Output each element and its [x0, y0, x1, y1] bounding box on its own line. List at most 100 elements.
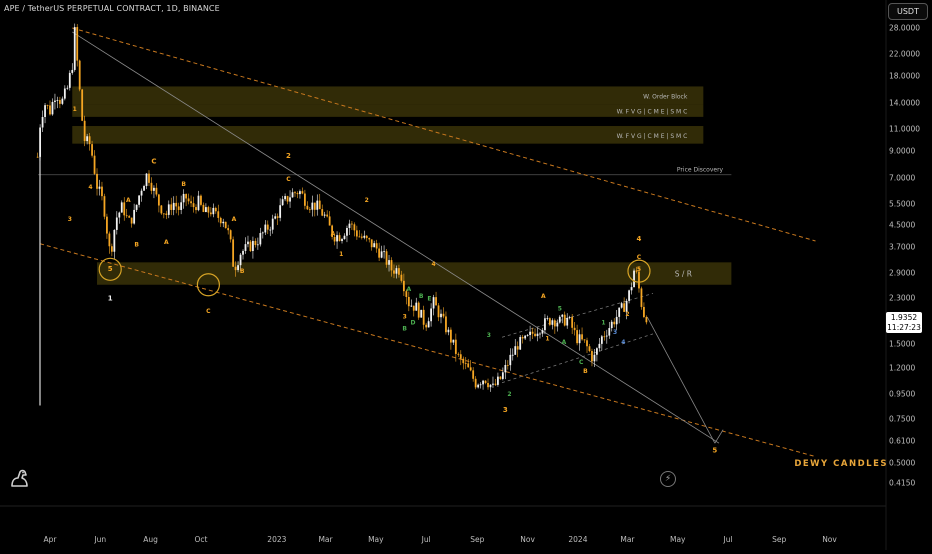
candle-body	[56, 100, 59, 101]
candle-body	[373, 243, 376, 248]
candle-body	[472, 370, 475, 379]
candle-body	[400, 274, 403, 281]
candle-body	[190, 201, 192, 204]
candle-body	[195, 207, 197, 211]
candle-body	[541, 330, 544, 334]
candle-body	[261, 232, 264, 234]
candle-body	[162, 213, 165, 215]
wedge-upper-line	[501, 293, 654, 338]
candle-body	[113, 229, 116, 252]
candle-body	[83, 120, 86, 142]
candle-body	[281, 199, 284, 206]
wave-label: B	[402, 326, 407, 333]
highlight-circle	[98, 257, 122, 281]
zones-layer: W. Order Block W. F V G | C M E | S M C W.…	[72, 86, 732, 285]
candle-body	[643, 306, 645, 318]
candle-body	[115, 217, 118, 230]
candle-body	[623, 303, 626, 312]
wave-label: 1	[601, 319, 605, 326]
projection-line	[646, 316, 716, 444]
candle-body	[529, 331, 531, 336]
candle-body	[548, 318, 551, 325]
candle-body	[234, 266, 237, 271]
price-tick-label: 14.0000	[889, 98, 921, 108]
candle-body	[494, 383, 497, 385]
wave-label: 4	[88, 184, 92, 191]
highlight-circle	[627, 259, 651, 283]
wave-label: D	[410, 319, 415, 326]
wave-label: 5	[637, 266, 641, 273]
candle-body	[66, 87, 69, 89]
candle-body	[417, 302, 420, 318]
candle-body	[157, 194, 160, 206]
candle-body	[54, 100, 56, 102]
candle-body	[524, 335, 527, 339]
candle-body	[593, 354, 596, 362]
candle-body	[358, 236, 361, 238]
time-tick-label: May	[669, 535, 686, 544]
price-tick-label: 28.0000	[889, 23, 921, 33]
candle-body	[98, 186, 101, 189]
wave-label: A	[126, 197, 131, 204]
upper-channel-line	[72, 27, 816, 242]
candle-body	[351, 223, 353, 225]
tradingview-dino-icon[interactable]	[8, 466, 32, 490]
wave-label: A	[407, 286, 412, 293]
candle-body	[544, 318, 546, 331]
bar-countdown: 11:27:23	[887, 322, 921, 332]
candle-body	[504, 364, 507, 373]
candle-body	[378, 248, 381, 258]
candle-body	[479, 384, 482, 386]
candle-body	[93, 155, 96, 174]
candle-body	[568, 317, 571, 318]
wave-label: 5	[108, 265, 113, 273]
candle-body	[170, 204, 173, 210]
lightning-bolt-icon[interactable]: ⚡	[660, 471, 676, 487]
candle-body	[316, 200, 319, 210]
time-tick-label: Jun	[94, 535, 107, 544]
candle-body	[269, 229, 272, 231]
price-tick-label: 0.4150	[889, 478, 916, 488]
candle-body	[284, 196, 286, 200]
candle-body	[133, 209, 136, 224]
candle-body	[150, 182, 153, 191]
projection-arrow-line	[714, 429, 724, 444]
candle-body	[360, 236, 363, 238]
candle-body	[118, 212, 121, 218]
candle-body	[348, 223, 351, 228]
candle-body	[425, 324, 428, 328]
candle-body	[402, 280, 405, 292]
candle-body	[558, 316, 561, 323]
time-tick-label: Jul	[421, 535, 431, 544]
time-tick-label: 2024	[568, 535, 588, 544]
wave-label: 3	[613, 329, 617, 336]
wave-label: 2	[286, 152, 291, 160]
wave-label: 2	[365, 197, 369, 204]
candle-body	[583, 339, 586, 341]
price-tick-label: 1.2000	[889, 363, 916, 373]
candle-body	[620, 303, 623, 308]
candle-body	[598, 343, 601, 349]
candle-body	[41, 116, 44, 128]
chart-title: APE / TetherUS PERPETUAL CONTRACT, 1D, B…	[4, 4, 220, 13]
price-tick-label: 0.9500	[889, 389, 916, 399]
candle-body	[110, 246, 113, 252]
candle-body	[432, 297, 435, 309]
candle-body	[521, 337, 524, 339]
wave-label: 2	[625, 311, 629, 318]
candle-body	[249, 241, 252, 252]
wave-label: 1	[108, 294, 113, 302]
candle-body	[232, 239, 235, 267]
candle-body	[125, 215, 128, 217]
candle-body	[343, 235, 346, 240]
price-tick-label: 0.6100	[889, 436, 916, 446]
candle-body	[459, 354, 462, 359]
price-tick-label: 2.9000	[889, 268, 916, 278]
candle-body	[355, 230, 358, 237]
candle-body	[526, 335, 529, 336]
candle-body	[546, 318, 549, 320]
currency-button[interactable]: USDT	[888, 3, 928, 20]
